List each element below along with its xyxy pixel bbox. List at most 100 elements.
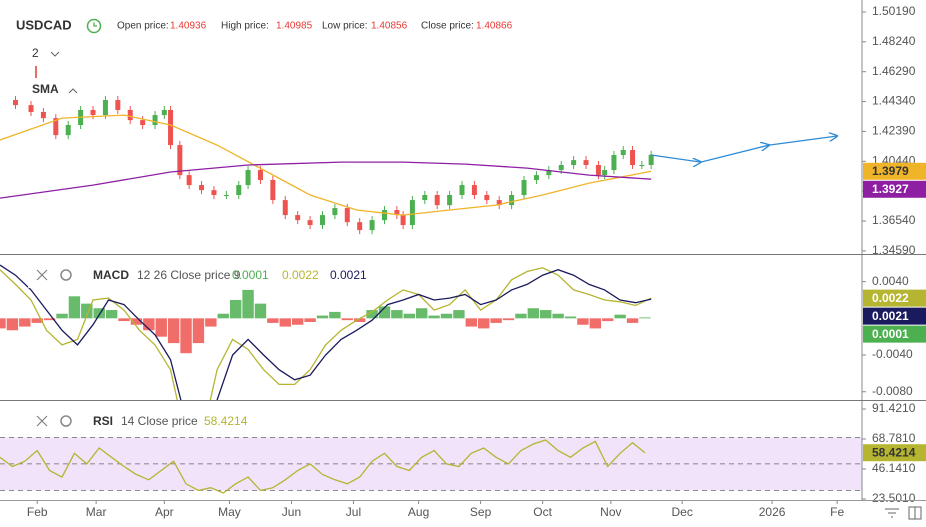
histogram-bar <box>366 310 378 319</box>
histogram-bar <box>341 318 353 321</box>
x-tick-label: Jun <box>282 505 301 519</box>
legend-value: 0.0021 <box>330 268 367 282</box>
series-line <box>651 136 837 162</box>
plot-layers: 1.501901.482401.462901.443401.423901.404… <box>0 4 926 519</box>
x-tick-label: Oct <box>533 505 552 519</box>
settings-icon[interactable] <box>60 269 72 281</box>
y-tick-label: 1.42390 <box>872 124 916 138</box>
histogram-bar <box>118 318 130 322</box>
histogram-bar <box>217 313 229 319</box>
histogram-bar <box>180 318 192 354</box>
series-line <box>0 267 652 400</box>
series-line <box>0 114 652 216</box>
histogram-bar <box>267 318 279 323</box>
y-tick-label: 46.1410 <box>872 461 916 475</box>
histogram-bar <box>428 315 440 319</box>
histogram-bar <box>242 289 254 319</box>
histogram-bar <box>304 318 316 322</box>
histogram-bar <box>155 318 167 337</box>
histogram-bar <box>353 318 366 322</box>
field-value: 1.40985 <box>276 21 313 32</box>
histogram-bar <box>43 318 56 321</box>
histogram-bar <box>378 306 391 319</box>
close-icon[interactable] <box>36 269 48 281</box>
histogram-bar <box>391 310 403 319</box>
y-tick-label: 1.46290 <box>872 64 916 78</box>
histogram-bar <box>31 318 43 323</box>
price-badge <box>863 180 926 198</box>
histogram-bar <box>564 316 577 319</box>
histogram-bar <box>81 303 93 319</box>
settings-icon[interactable] <box>60 415 72 427</box>
price-badge <box>863 162 926 180</box>
y-tick-label: -0.0080 <box>872 384 913 398</box>
indicator-name: MACD <box>93 268 129 282</box>
histogram-bar <box>205 318 217 327</box>
caret <box>50 51 60 57</box>
histogram-bar <box>478 318 490 329</box>
histogram-bar <box>552 313 564 319</box>
histogram-bar <box>130 318 143 325</box>
x-tick-label: Mar <box>86 505 107 519</box>
indicator-dropdown[interactable] <box>18 79 98 101</box>
histogram-bar <box>68 296 81 319</box>
price-badge-label: 0.0001 <box>872 327 909 341</box>
y-tick-label: 0.0040 <box>872 274 909 288</box>
layout-icon[interactable] <box>908 506 922 520</box>
field-label: Open price: <box>117 21 169 32</box>
price-badge <box>863 289 926 307</box>
price-badge <box>863 307 926 325</box>
indicator-name: SMA <box>32 82 59 96</box>
x-tick-label: 2026 <box>759 505 786 519</box>
close-icon[interactable] <box>36 415 48 427</box>
histogram-bar <box>93 308 105 319</box>
histogram-bar <box>440 313 453 319</box>
x-tick-label: Aug <box>408 505 429 519</box>
header: USDCAD Open price: 1.40936 High price: 1… <box>16 17 513 101</box>
histogram-bar <box>577 318 589 325</box>
histogram-bar <box>602 318 614 322</box>
histogram-bar <box>540 310 552 319</box>
clock-icon[interactable] <box>86 18 102 34</box>
indicator-name: RSI <box>93 414 113 428</box>
field-value: 1.40936 <box>170 21 207 32</box>
rsi-legend: RSI 14 Close price 58.4214 <box>28 409 266 434</box>
legend-box <box>28 263 382 288</box>
rsi-band <box>0 437 862 491</box>
histogram-bar <box>453 310 465 319</box>
histogram-bar <box>316 315 329 319</box>
symbol[interactable]: USDCAD <box>16 17 72 32</box>
histogram-bar <box>105 310 118 319</box>
histogram-bar <box>192 318 205 344</box>
price-badge-label: 0.0022 <box>872 291 909 305</box>
indicator-params: 12 26 Close price 9 <box>137 268 241 282</box>
histogram-bar <box>19 318 31 327</box>
y-tick-label: 1.36540 <box>872 213 916 227</box>
x-tick-label: Sep <box>470 505 492 519</box>
histogram-bar <box>415 308 428 319</box>
legend-value: 58.4214 <box>204 414 248 428</box>
interval-dropdown[interactable] <box>20 43 72 65</box>
x-tick-label: Fe <box>830 505 844 519</box>
x-tick-label: Dec <box>671 505 692 519</box>
clock-hand <box>93 22 97 27</box>
corner-tools <box>885 506 922 520</box>
series-line <box>0 161 652 199</box>
legend-value: 0.0001 <box>232 268 269 282</box>
pane-plot <box>0 264 652 400</box>
field-label: High price: <box>221 21 269 32</box>
y-tick-label: 23.5010 <box>872 491 916 505</box>
histogram-bar <box>229 299 242 319</box>
y-tick-label: 91.4210 <box>872 401 916 415</box>
histogram-bar <box>6 318 19 331</box>
x-tick-label: Nov <box>600 505 621 519</box>
pane-plot <box>0 96 837 235</box>
price-badge-label: 1.3979 <box>872 164 909 178</box>
filter-icon[interactable] <box>885 508 899 518</box>
histogram-bar <box>403 313 415 319</box>
field-label: Close price: <box>421 21 474 32</box>
histogram-bar <box>626 318 639 323</box>
caret <box>68 88 78 94</box>
histogram-bar <box>0 318 6 329</box>
